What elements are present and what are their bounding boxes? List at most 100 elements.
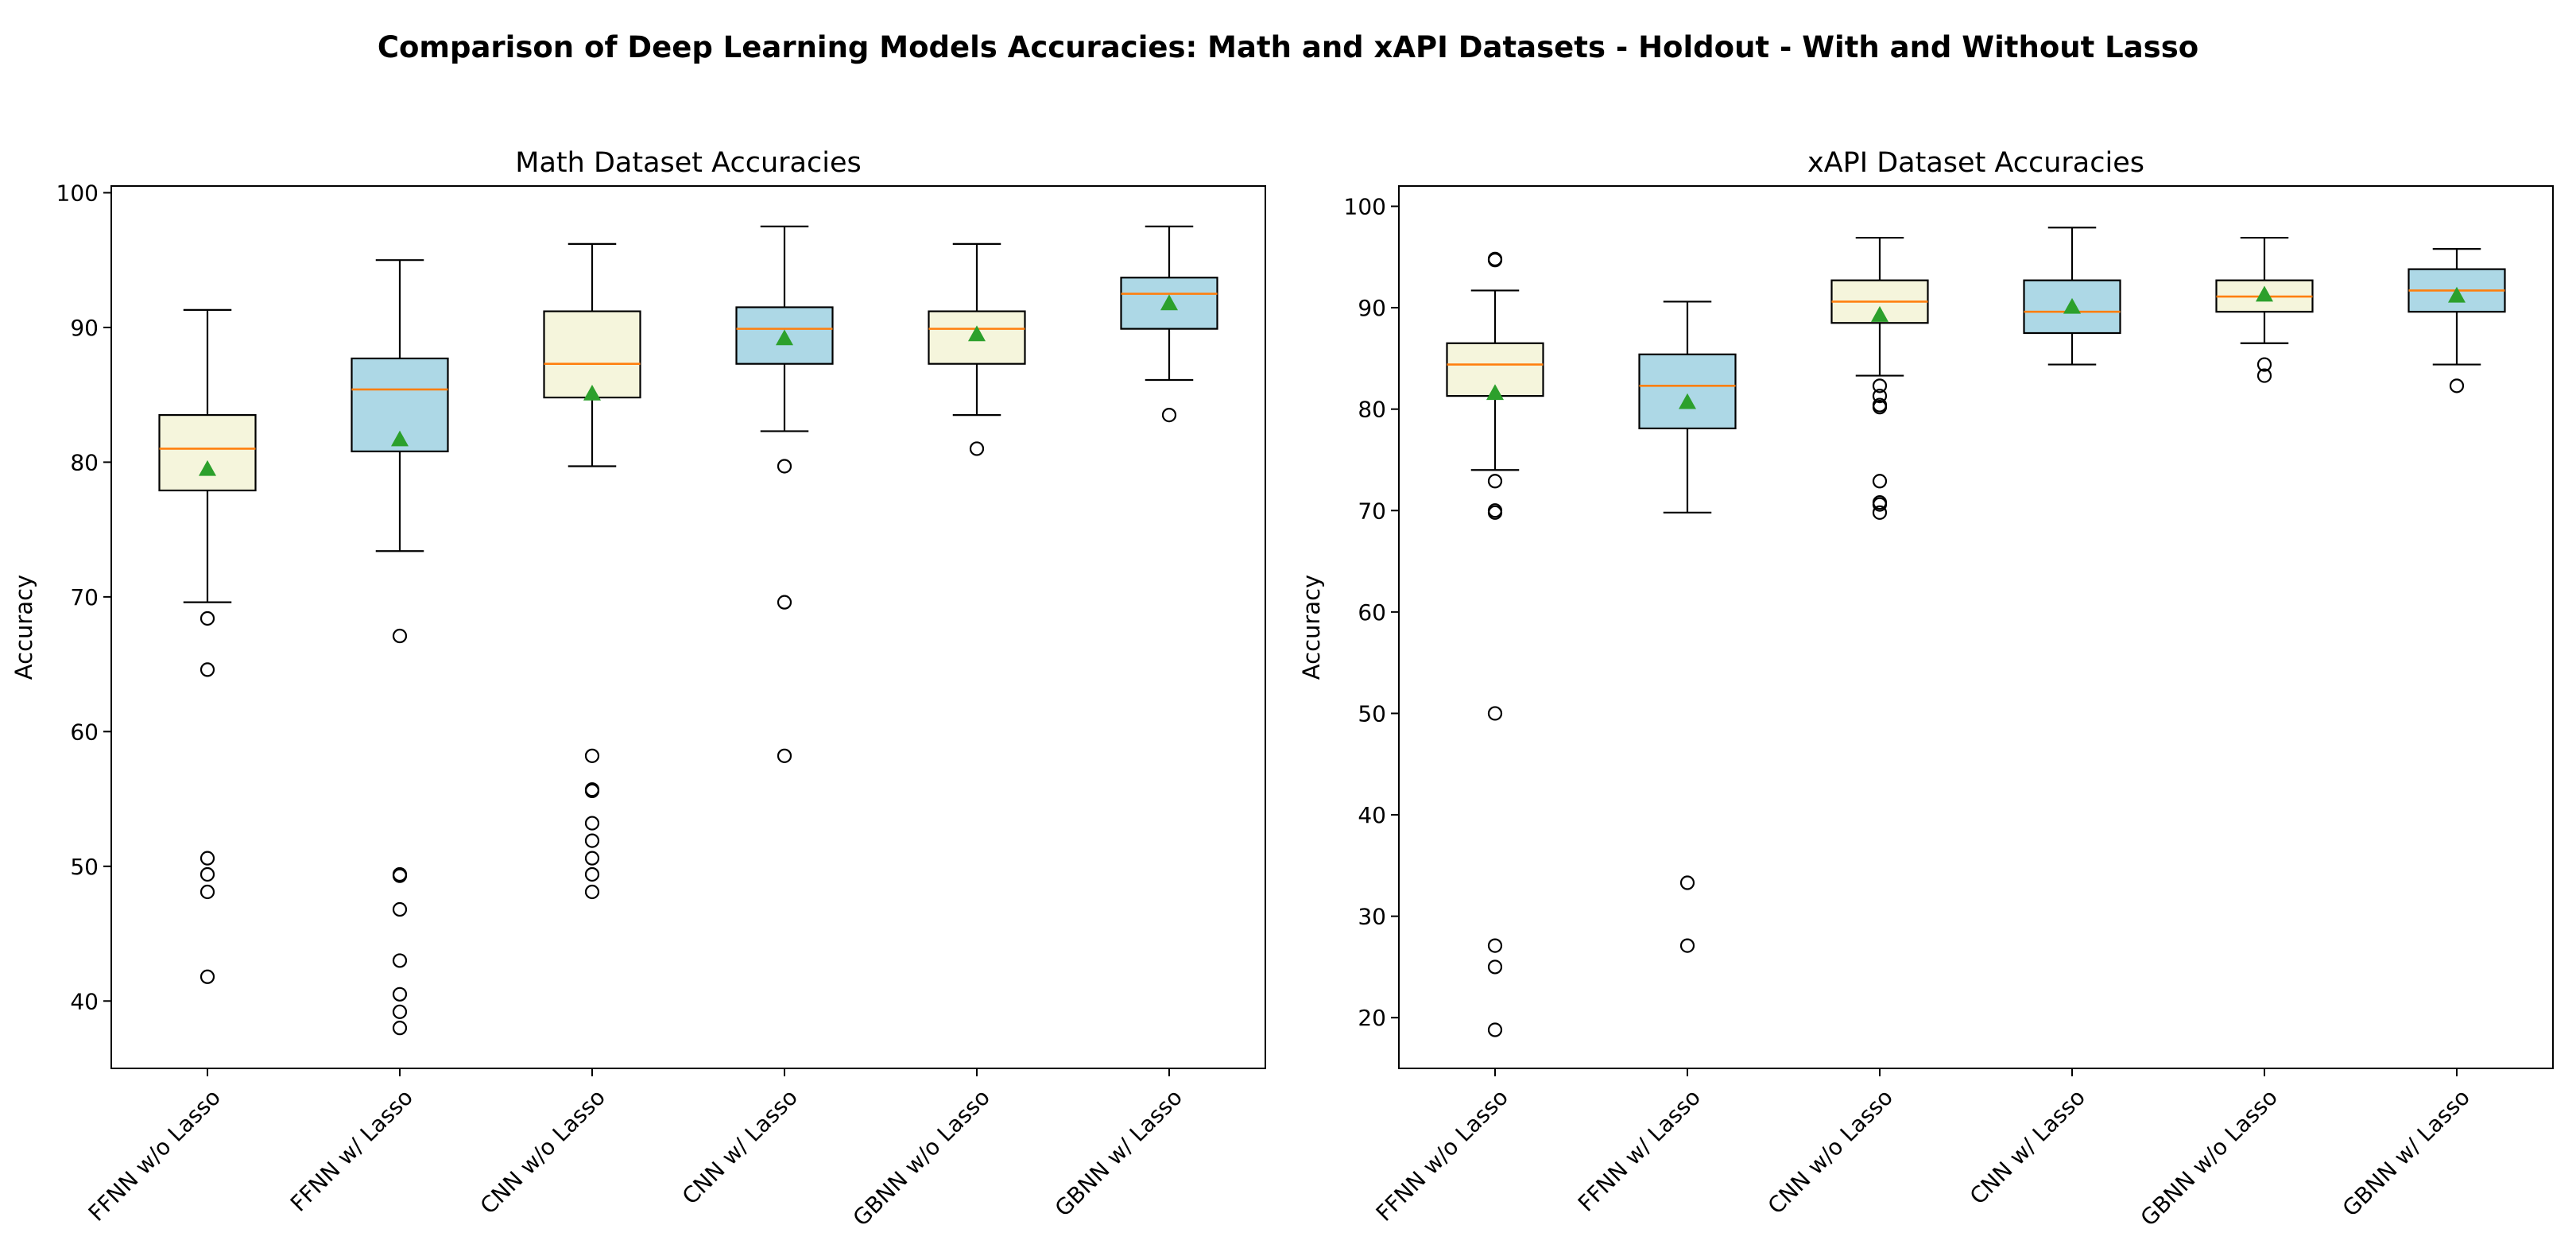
outlier-point <box>1872 505 1888 520</box>
box-cnn-w-lasso <box>2023 227 2121 366</box>
outlier-point <box>392 868 408 883</box>
mean-marker <box>199 459 216 476</box>
y-tick-label: 70 <box>70 584 99 610</box>
mean-marker <box>2448 286 2466 303</box>
figure-title: Comparison of Deep Learning Models Accur… <box>377 30 2199 64</box>
box-cnn-w-lasso <box>735 225 834 763</box>
x-tick-label: GBNN w/ Lasso <box>1050 1084 1187 1222</box>
mean-marker <box>1679 393 1696 409</box>
iqr-box <box>543 310 641 399</box>
outlier-point <box>392 986 408 1002</box>
x-tick-label: FFNN w/ Lasso <box>285 1084 418 1217</box>
outlier-point <box>1487 938 1503 953</box>
y-tick-label: 80 <box>1358 397 1386 423</box>
outlier-point <box>1872 397 1888 413</box>
outlier-point <box>1872 497 1888 512</box>
box-ffnn-w-o-lasso <box>1446 251 1544 1037</box>
y-tick-label: 40 <box>70 988 99 1014</box>
outlier-point <box>2256 357 2272 372</box>
y-axis-label: Accuracy <box>1298 575 1325 680</box>
mean-marker <box>2256 285 2273 302</box>
x-tick-label: CNN w/o Lasso <box>1763 1084 1898 1219</box>
outlier-point <box>777 459 792 474</box>
mean-marker <box>583 384 601 401</box>
outlier-point <box>584 866 600 882</box>
outlier-point <box>1487 959 1503 975</box>
outlier-point <box>1487 706 1503 721</box>
outlier-point <box>1161 407 1177 423</box>
outlier-point <box>584 833 600 848</box>
y-tick-label: 100 <box>56 180 99 206</box>
outlier-point <box>1487 505 1503 520</box>
box-ffnn-w-lasso <box>1638 300 1737 953</box>
y-tick-label: 90 <box>1358 295 1386 321</box>
x-tick-label: FFNN w/o Lasso <box>83 1084 226 1227</box>
y-tick-label: 20 <box>1358 1005 1386 1031</box>
outlier-point <box>584 783 600 799</box>
axes-frame <box>110 185 1266 1069</box>
box-gbnn-w-lasso <box>2407 248 2506 393</box>
outlier-point <box>392 628 408 644</box>
outlier-point <box>392 953 408 968</box>
box-ffnn-w-o-lasso <box>158 308 257 984</box>
outlier-point <box>584 884 600 900</box>
mean-marker <box>1160 294 1178 311</box>
y-tick-label: 50 <box>70 854 99 880</box>
y-tick-label: 90 <box>70 315 99 341</box>
outlier-point <box>969 441 985 456</box>
box-gbnn-w-o-lasso <box>928 242 1026 456</box>
subplot-title: xAPI Dataset Accuracies <box>1807 147 2144 179</box>
outlier-point <box>199 969 215 984</box>
subplot-math: Math Dataset Accuracies Accuracy 40 50 60 70 8… <box>10 147 1266 1231</box>
x-tick-label: GBNN w/o Lasso <box>2136 1084 2283 1231</box>
outlier-point <box>2449 378 2465 393</box>
x-tick-label: FFNN w/o Lasso <box>1371 1084 1513 1227</box>
x-tick-label: GBNN w/o Lasso <box>848 1084 995 1231</box>
y-tick-label: 60 <box>1358 599 1386 626</box>
outlier-point <box>199 610 215 626</box>
y-tick-label: 30 <box>1358 904 1386 930</box>
box-ffnn-w-lasso <box>351 259 449 1036</box>
axes-frame <box>1398 185 2554 1069</box>
outlier-point <box>199 662 215 677</box>
outlier-point <box>1872 474 1888 489</box>
outlier-point <box>777 595 792 610</box>
outlier-point <box>199 884 215 900</box>
mean-marker <box>1871 306 1888 322</box>
box-cnn-w-o-lasso <box>1830 236 1929 520</box>
outlier-point <box>1872 378 1888 393</box>
iqr-box <box>1638 353 1737 430</box>
outlier-point <box>1872 389 1888 404</box>
outlier-point <box>2256 368 2272 383</box>
outlier-point <box>777 748 792 763</box>
outlier-point <box>392 1021 408 1036</box>
y-tick-label: 60 <box>70 719 99 745</box>
outlier-point <box>584 748 600 763</box>
mean-marker <box>968 325 986 342</box>
x-tick-label: CNN w/ Lasso <box>677 1084 803 1210</box>
box-gbnn-w-lasso <box>1120 225 1218 423</box>
x-tick-label: CNN w/ Lasso <box>1965 1084 2090 1210</box>
outlier-point <box>584 816 600 831</box>
iqr-box <box>158 413 257 492</box>
outlier-point <box>392 901 408 917</box>
outlier-point <box>199 866 215 882</box>
y-tick-label: 70 <box>1358 498 1386 524</box>
outlier-point <box>1487 1022 1503 1037</box>
x-tick-label: CNN w/o Lasso <box>475 1084 610 1219</box>
y-tick-label: 50 <box>1358 700 1386 727</box>
outlier-point <box>1487 474 1503 489</box>
outlier-point <box>199 851 215 866</box>
y-tick-label: 100 <box>1344 194 1386 220</box>
outlier-point <box>584 851 600 866</box>
y-axis-label: Accuracy <box>10 575 37 680</box>
y-tick-label: 80 <box>70 449 99 475</box>
x-tick-label: GBNN w/ Lasso <box>2338 1084 2475 1222</box>
outlier-point <box>1679 875 1695 890</box>
mean-marker <box>776 329 793 346</box>
box-cnn-w-o-lasso <box>543 242 641 900</box>
mean-marker <box>1486 384 1504 401</box>
x-tick-label: FFNN w/ Lasso <box>1573 1084 1706 1217</box>
